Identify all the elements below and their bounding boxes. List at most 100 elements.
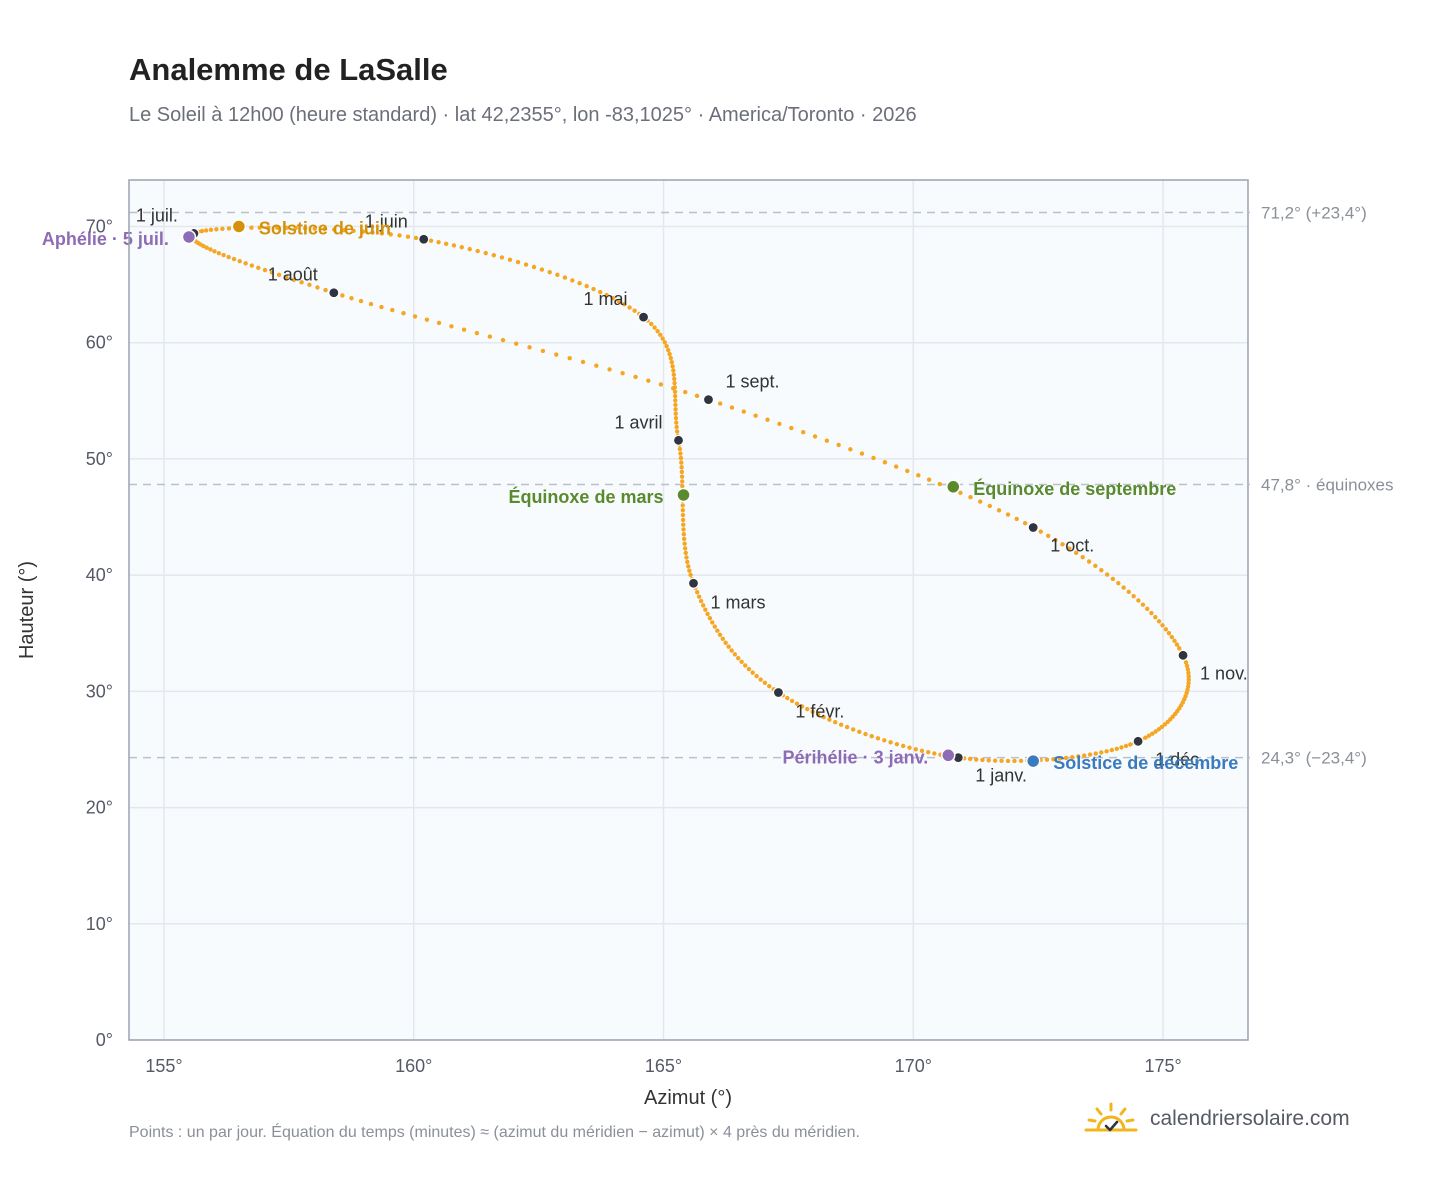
day-point <box>673 415 679 421</box>
day-point <box>767 683 772 689</box>
day-point <box>681 532 687 537</box>
day-point <box>527 345 532 350</box>
day-point <box>1166 631 1172 636</box>
day-point <box>869 733 874 739</box>
day-point <box>1185 684 1191 689</box>
day-point <box>958 490 963 496</box>
x-tick-label: 170° <box>895 1056 932 1076</box>
day-point <box>679 465 684 470</box>
day-point <box>688 572 693 578</box>
day-point <box>1183 660 1189 665</box>
brand[interactable]: calendriersolaire.com <box>1084 1102 1350 1136</box>
day-point <box>913 747 918 752</box>
day-point <box>379 231 384 236</box>
reference-lines: 71,2° (+23,4°) 47,8° · équinoxes 24,3° (−2… <box>129 204 1394 768</box>
month-marker <box>702 394 715 406</box>
day-point <box>370 230 375 235</box>
day-point <box>1018 758 1024 764</box>
day-point <box>859 451 865 456</box>
day-point <box>712 624 717 629</box>
day-point <box>1086 559 1092 564</box>
day-point <box>547 269 552 275</box>
day-point <box>514 341 519 346</box>
day-point <box>916 473 921 478</box>
day-point <box>331 227 337 232</box>
day-point <box>220 226 225 232</box>
day-point <box>894 741 900 747</box>
day-point <box>276 272 282 278</box>
day-point <box>577 281 582 286</box>
day-point <box>662 340 667 345</box>
day-point <box>668 355 674 361</box>
day-point <box>986 758 991 763</box>
day-point <box>753 413 758 418</box>
day-point <box>540 348 546 354</box>
day-point <box>204 245 209 250</box>
day-point <box>789 698 795 704</box>
day-point <box>1177 646 1182 651</box>
chart-title: Analemme de LaSalle <box>129 52 448 87</box>
day-point <box>257 225 262 230</box>
day-point <box>863 731 868 737</box>
day-point <box>1044 757 1050 762</box>
day-point <box>474 330 480 336</box>
day-point <box>681 536 687 542</box>
event-label: Aphélie · 5 juil. <box>42 229 169 249</box>
day-point <box>882 738 887 743</box>
x-tick-label: 165° <box>645 1056 682 1076</box>
brand-name[interactable]: calendriersolaire.com <box>1150 1107 1350 1130</box>
sun-logo-icon <box>1084 1102 1138 1132</box>
x-tick-label: 160° <box>395 1056 432 1076</box>
day-point <box>1053 537 1058 543</box>
day-point <box>750 670 755 675</box>
month-label: 1 juil. <box>136 205 178 225</box>
day-point <box>777 421 782 427</box>
day-point <box>312 226 317 231</box>
day-point <box>1165 719 1170 725</box>
day-point <box>1110 576 1116 582</box>
day-point <box>694 393 700 399</box>
day-point <box>785 695 790 701</box>
day-point <box>201 243 206 249</box>
day-point <box>658 382 664 387</box>
day-point <box>893 464 899 469</box>
day-point <box>742 663 748 668</box>
day-point <box>833 719 838 725</box>
month-label: 1 févr. <box>795 702 844 722</box>
day-point <box>673 398 678 403</box>
day-point <box>703 607 708 612</box>
day-point <box>669 359 674 365</box>
day-point <box>681 527 686 532</box>
day-point <box>594 363 599 368</box>
day-point <box>673 411 678 416</box>
y-tick-label: 10° <box>86 914 113 934</box>
day-point <box>978 499 983 504</box>
day-point <box>1005 758 1011 764</box>
month-label: 1 nov. <box>1200 663 1248 683</box>
day-point <box>1099 750 1104 755</box>
day-point <box>531 264 537 270</box>
day-point <box>1163 627 1169 632</box>
day-point <box>696 594 702 599</box>
day-point <box>349 296 354 301</box>
day-point <box>475 248 480 254</box>
month-marker <box>1027 521 1039 534</box>
day-point <box>672 376 677 382</box>
day-point <box>684 555 689 560</box>
x-tick-label: 175° <box>1144 1056 1181 1076</box>
day-point <box>857 729 862 734</box>
day-point <box>390 307 395 313</box>
day-point <box>208 227 214 233</box>
month-label: 1 oct. <box>1050 535 1094 555</box>
day-point <box>269 270 275 275</box>
event-marker <box>231 219 247 234</box>
day-point <box>670 364 675 369</box>
day-point <box>812 434 818 439</box>
day-point <box>827 717 832 722</box>
day-point <box>1076 754 1081 759</box>
day-point <box>836 442 841 448</box>
y-tick-label: 70° <box>86 216 113 236</box>
day-point <box>323 287 328 293</box>
day-point <box>680 479 685 484</box>
day-point <box>243 261 248 266</box>
